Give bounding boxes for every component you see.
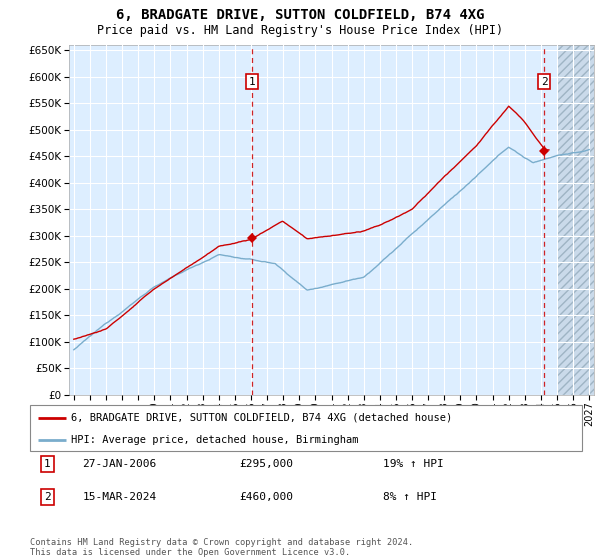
Text: 6, BRADGATE DRIVE, SUTTON COLDFIELD, B74 4XG: 6, BRADGATE DRIVE, SUTTON COLDFIELD, B74…	[116, 8, 484, 22]
Text: Contains HM Land Registry data © Crown copyright and database right 2024.
This d: Contains HM Land Registry data © Crown c…	[30, 538, 413, 557]
Text: £460,000: £460,000	[240, 492, 294, 502]
Text: 2: 2	[44, 492, 50, 502]
Text: Price paid vs. HM Land Registry's House Price Index (HPI): Price paid vs. HM Land Registry's House …	[97, 24, 503, 36]
Text: 27-JAN-2006: 27-JAN-2006	[82, 459, 157, 469]
Text: £295,000: £295,000	[240, 459, 294, 469]
Text: 8% ↑ HPI: 8% ↑ HPI	[383, 492, 437, 502]
Text: 15-MAR-2024: 15-MAR-2024	[82, 492, 157, 502]
Text: 6, BRADGATE DRIVE, SUTTON COLDFIELD, B74 4XG (detached house): 6, BRADGATE DRIVE, SUTTON COLDFIELD, B74…	[71, 413, 452, 423]
Bar	[557, 45, 594, 395]
Text: 1: 1	[249, 77, 256, 87]
Text: 1: 1	[44, 459, 50, 469]
Text: 2: 2	[541, 77, 548, 87]
Text: HPI: Average price, detached house, Birmingham: HPI: Average price, detached house, Birm…	[71, 435, 359, 445]
Text: 19% ↑ HPI: 19% ↑ HPI	[383, 459, 444, 469]
FancyBboxPatch shape	[30, 405, 582, 451]
